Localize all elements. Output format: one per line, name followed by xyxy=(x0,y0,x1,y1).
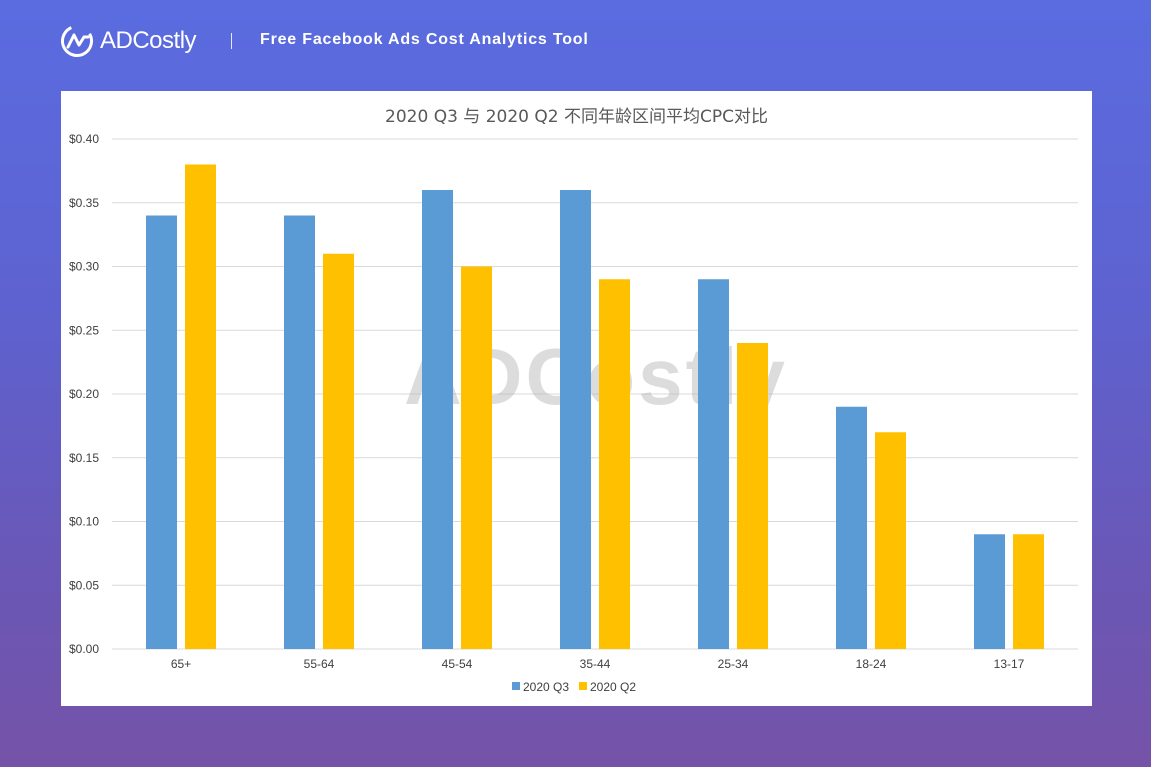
chart-title: 2020 Q3 与 2020 Q2 不同年龄区间平均CPC对比 xyxy=(385,107,768,127)
y-tick-label: $0.05 xyxy=(69,578,99,592)
legend-swatch xyxy=(512,682,520,690)
x-axis-ticks: 65+ 55-64 45-54 35-44 25-34 18-24 13-17 xyxy=(171,657,1025,671)
bar-q2-65+ xyxy=(185,164,216,649)
x-tick-label: 45-54 xyxy=(442,657,473,671)
y-tick-label: $0.00 xyxy=(69,642,99,656)
bar-chart: 2020 Q3 与 2020 Q2 不同年龄区间平均CPC对比 $0.00$0.… xyxy=(69,107,1078,694)
legend: 2020 Q3 2020 Q2 xyxy=(512,680,636,694)
y-tick-label: $0.20 xyxy=(69,387,99,401)
bar-q3-35-44 xyxy=(560,190,591,649)
x-tick-label: 65+ xyxy=(171,657,191,671)
bar-q2-18-24 xyxy=(875,432,906,649)
y-tick-label: $0.40 xyxy=(69,132,99,146)
x-tick-label: 18-24 xyxy=(856,657,887,671)
bar-q3-13-17 xyxy=(974,534,1005,649)
bar-q3-45-54 xyxy=(422,190,453,649)
y-axis-ticks: $0.00 $0.05 $0.10 $0.15 $0.20 $0.25 $0.30 $0.35… xyxy=(69,132,99,656)
brand: ADCostly xyxy=(60,24,197,58)
gridlines xyxy=(112,138,1078,650)
y-tick-label: $0.10 xyxy=(69,515,99,529)
bar-q2-45-54 xyxy=(461,266,492,649)
y-tick-label: $0.35 xyxy=(69,196,99,210)
brand-name: ADCostly xyxy=(100,27,197,54)
x-tick-label: 25-34 xyxy=(718,657,749,671)
y-tick-label: $0.25 xyxy=(69,323,99,337)
y-tick-label: $0.15 xyxy=(69,451,99,465)
x-tick-label: 35-44 xyxy=(580,657,611,671)
bar-q2-55-64 xyxy=(323,253,354,649)
legend-label: 2020 Q2 xyxy=(590,680,636,694)
bar-q3-18-24 xyxy=(836,406,867,649)
legend-label: 2020 Q3 xyxy=(523,680,569,694)
chart-card: 2020 Q3 与 2020 Q2 不同年龄区间平均CPC对比 $0.00 $0.… xyxy=(61,91,1092,706)
bar-q2-25-34 xyxy=(737,343,768,649)
bars xyxy=(146,164,1044,649)
bar-q2-13-17 xyxy=(1013,534,1044,649)
y-tick-label: $0.30 xyxy=(69,260,99,274)
bar-q2-35-44 xyxy=(599,279,630,649)
bar-q3-25-34 xyxy=(698,279,729,649)
brand-tagline: Free Facebook Ads Cost Analytics Tool xyxy=(260,31,589,48)
legend-swatch xyxy=(579,682,587,690)
header-divider xyxy=(231,33,232,49)
x-tick-label: 13-17 xyxy=(994,657,1025,671)
x-tick-label: 55-64 xyxy=(304,657,335,671)
bar-q3-65+ xyxy=(146,215,177,649)
adcostly-logo-icon xyxy=(61,25,93,57)
bar-q3-55-64 xyxy=(284,215,315,649)
